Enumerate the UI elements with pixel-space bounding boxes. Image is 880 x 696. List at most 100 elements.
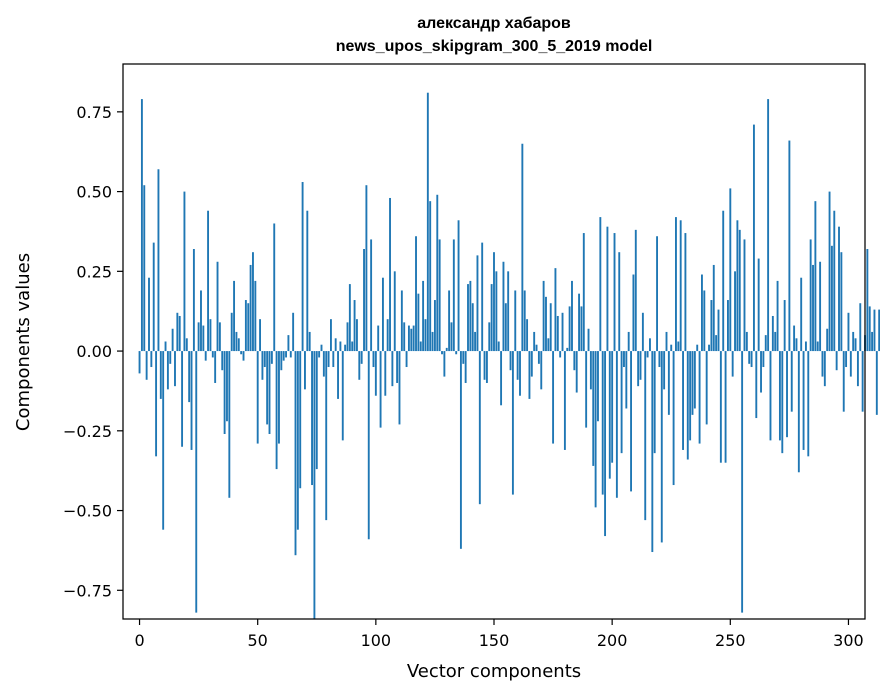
bar-141 <box>471 303 474 352</box>
bar-54 <box>266 351 269 425</box>
bar-179 <box>561 312 564 352</box>
bar-288 <box>819 261 822 352</box>
bar-281 <box>802 351 805 450</box>
bar-178 <box>559 351 562 358</box>
bar-183 <box>571 280 573 352</box>
bar-46 <box>247 303 250 352</box>
bar-223 <box>665 331 668 352</box>
bar-205 <box>623 351 625 368</box>
bar-173 <box>547 338 550 352</box>
bar-232 <box>686 351 689 460</box>
bar-257 <box>745 331 748 352</box>
bar-236 <box>696 344 699 352</box>
bar-70 <box>304 351 306 390</box>
bar-166 <box>530 351 533 377</box>
bar-126 <box>436 194 439 352</box>
bar-25 <box>197 322 200 352</box>
bar-289 <box>821 351 824 377</box>
bar-218 <box>653 351 656 454</box>
y-tick-label: −0.75 <box>63 581 112 600</box>
bar-67 <box>296 351 299 530</box>
bar-265 <box>764 335 767 352</box>
bar-264 <box>762 351 765 368</box>
bar-57 <box>273 223 276 352</box>
bar-255 <box>741 351 744 613</box>
bar-285 <box>812 264 814 352</box>
bar-38 <box>228 351 231 498</box>
bar-226 <box>672 351 675 486</box>
bar-299 <box>845 351 848 368</box>
bar-182 <box>568 306 571 352</box>
bar-235 <box>693 351 696 409</box>
bar-239 <box>703 290 706 352</box>
bar-52 <box>261 351 264 380</box>
bar-3 <box>145 351 148 380</box>
bar-72 <box>308 331 311 352</box>
bar-114 <box>407 325 410 352</box>
x-tick-label: 100 <box>361 631 392 650</box>
bar-240 <box>705 351 708 425</box>
bar-73 <box>311 351 313 486</box>
bar-237 <box>698 351 701 444</box>
bar-203 <box>618 252 621 352</box>
x-tick-label: 250 <box>715 631 746 650</box>
bar-210 <box>634 229 637 352</box>
bar-215 <box>646 351 649 358</box>
bar-99 <box>372 351 375 368</box>
bar-209 <box>632 274 635 352</box>
bar-282 <box>804 341 807 352</box>
bar-81 <box>330 319 332 352</box>
bar-188 <box>582 233 585 352</box>
bar-29 <box>207 210 210 352</box>
bar-247 <box>722 210 725 352</box>
bar-17 <box>178 315 181 352</box>
bar-112 <box>403 322 406 352</box>
bar-113 <box>405 351 408 368</box>
bar-34 <box>218 322 221 352</box>
bar-145 <box>481 242 484 352</box>
bar-140 <box>469 280 472 352</box>
bar-245 <box>717 309 720 352</box>
bar-222 <box>663 351 666 390</box>
bar-104 <box>384 351 387 396</box>
bar-111 <box>400 290 403 352</box>
bar-225 <box>670 344 673 352</box>
bar-305 <box>859 303 862 352</box>
bar-286 <box>814 201 817 352</box>
bar-263 <box>760 351 762 393</box>
bar-21 <box>188 351 191 403</box>
bar-197 <box>604 351 607 537</box>
bar-295 <box>835 351 838 371</box>
bar-71 <box>306 210 309 352</box>
bar-217 <box>651 351 654 553</box>
bar-130 <box>445 347 448 352</box>
bar-121 <box>424 319 427 352</box>
bar-242 <box>710 300 713 352</box>
bar-147 <box>485 351 488 383</box>
bar-61 <box>282 351 285 361</box>
bar-254 <box>738 229 741 352</box>
bar-109 <box>396 351 399 383</box>
bar-100 <box>374 351 377 396</box>
x-axis-label: Vector components <box>407 661 581 682</box>
y-tick-label: 0.25 <box>76 262 112 281</box>
bar-163 <box>523 290 526 352</box>
bar-20 <box>185 338 188 352</box>
bar-193 <box>594 351 597 508</box>
bar-41 <box>235 331 238 352</box>
bar-95 <box>363 249 365 352</box>
bar-10 <box>162 351 165 530</box>
bar-157 <box>509 351 512 371</box>
bar-296 <box>838 226 840 352</box>
bar-202 <box>615 351 618 498</box>
bar-60 <box>280 351 283 371</box>
bar-19 <box>183 191 186 352</box>
bar-50 <box>256 351 259 444</box>
bar-177 <box>556 315 559 352</box>
bar-243 <box>712 264 715 352</box>
bar-304 <box>856 351 859 387</box>
bar-43 <box>240 351 243 355</box>
bar-297 <box>840 252 843 352</box>
bar-187 <box>580 306 583 352</box>
